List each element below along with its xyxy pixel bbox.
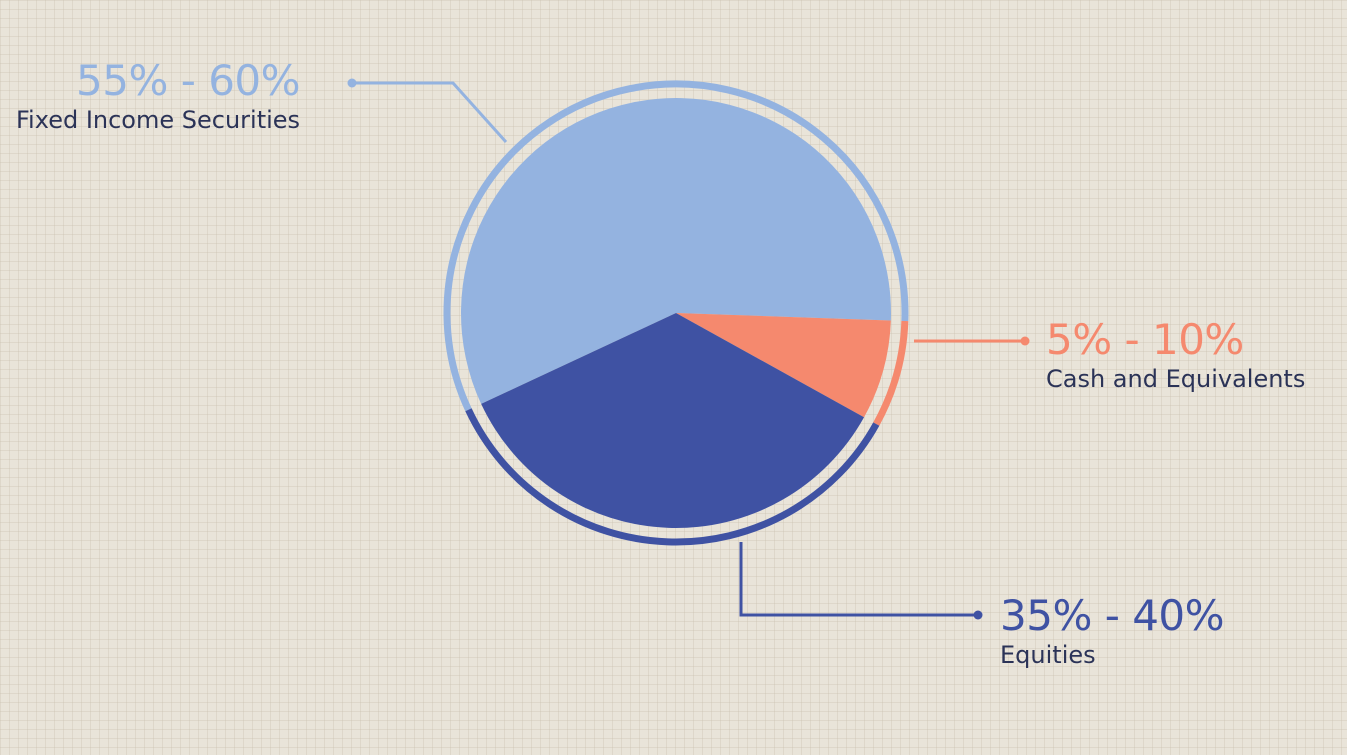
leader-line-fixed-income (352, 81, 508, 144)
leader-line-equities (739, 542, 978, 617)
pie-slice-fixed-income (461, 98, 892, 404)
equities-name: Equities (1000, 641, 1096, 669)
ring-arc-fixed-income (443, 80, 909, 412)
pie-slice-cash (676, 313, 891, 418)
cash-range: 5% - 10% (1046, 315, 1244, 364)
fixed-income-name: Fixed Income Securities (16, 106, 301, 134)
leader-line-fixed-income-dot (347, 78, 357, 88)
leader-line-cash-dot (1020, 336, 1030, 346)
fixed-income-range: 55% - 60% (76, 56, 301, 105)
cash-name: Cash and Equivalents (1046, 365, 1306, 393)
leader-line-equities-dot (973, 610, 983, 620)
fixed-income-label: 55% - 60% Fixed Income Securities (16, 56, 301, 135)
ring-arc-equities (465, 408, 880, 546)
equities-label: 35% - 40% Equities (1000, 591, 1225, 670)
pie-slice-equities (481, 313, 865, 528)
ring-arc-cash (873, 320, 909, 426)
cash-label: 5% - 10% Cash and Equivalents (1046, 316, 1305, 394)
equities-range: 35% - 40% (1000, 591, 1225, 640)
